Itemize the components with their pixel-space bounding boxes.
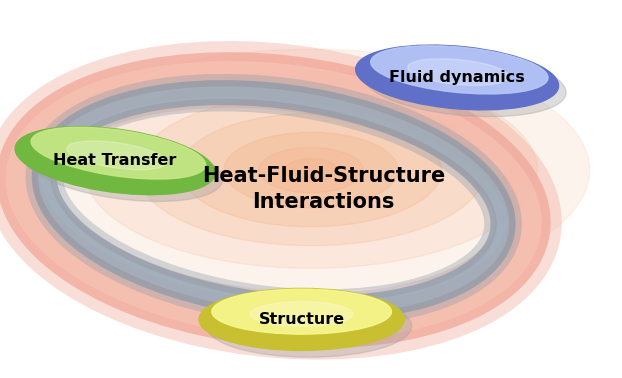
Ellipse shape [285,159,337,181]
Ellipse shape [363,52,566,117]
Ellipse shape [22,133,223,201]
Ellipse shape [85,72,537,268]
Ellipse shape [407,59,509,85]
Ellipse shape [199,288,404,350]
Ellipse shape [371,46,548,94]
Text: Structure: Structure [259,312,345,327]
Ellipse shape [67,141,167,170]
Ellipse shape [212,289,391,334]
Ellipse shape [250,302,353,326]
Ellipse shape [31,127,206,179]
Ellipse shape [224,132,398,208]
Ellipse shape [356,45,559,110]
Ellipse shape [137,94,485,246]
Ellipse shape [15,127,215,195]
Text: Heat-Fluid-Structure
Interactions: Heat-Fluid-Structure Interactions [202,166,445,212]
Ellipse shape [32,49,590,291]
Ellipse shape [259,147,363,193]
Ellipse shape [207,295,412,357]
Text: Heat Transfer: Heat Transfer [53,153,177,168]
Text: Fluid dynamics: Fluid dynamics [389,70,525,85]
Ellipse shape [180,113,442,227]
